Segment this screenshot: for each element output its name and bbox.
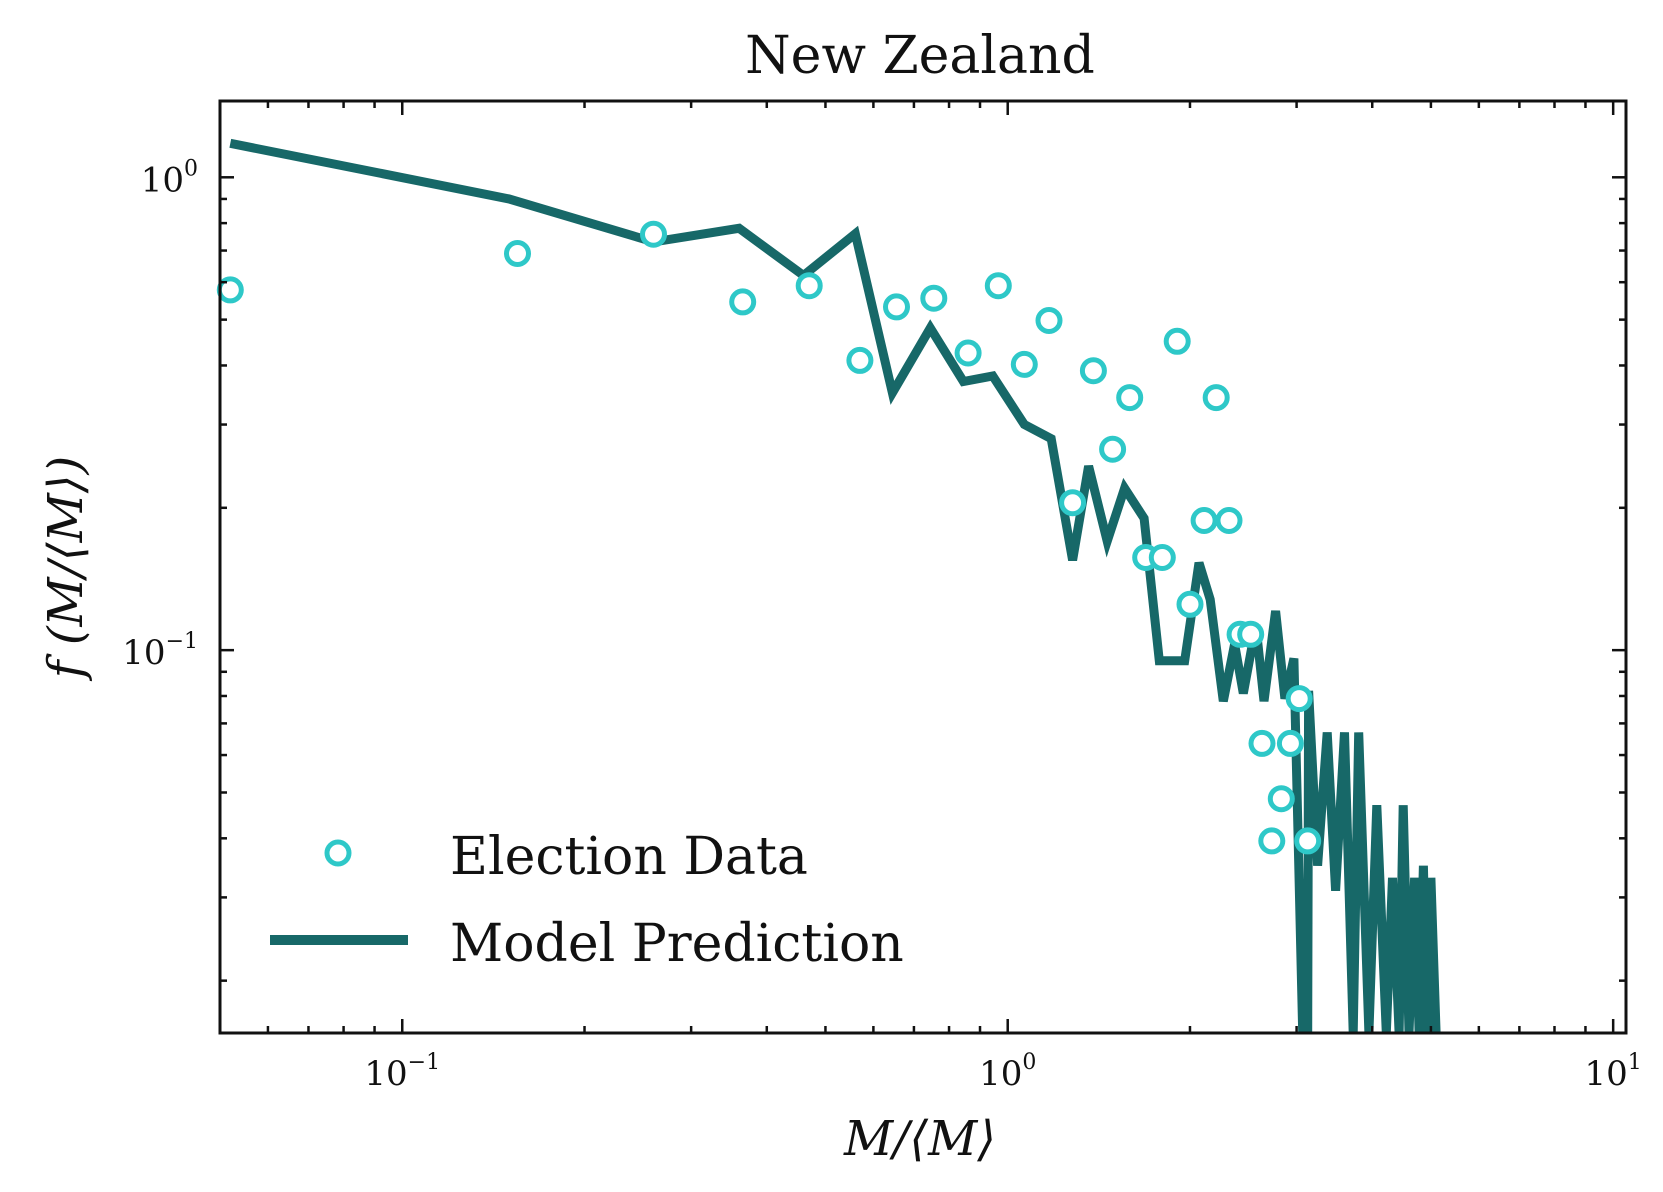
data-point: [1267, 785, 1295, 813]
data-point: [640, 220, 667, 248]
plot-area: [216, 138, 1441, 1033]
data-point: [1148, 544, 1176, 571]
data-point: [1294, 827, 1322, 855]
y-tick-label: 10−1: [122, 629, 198, 673]
data-point: [1258, 827, 1286, 855]
x-tick-label: 101: [1585, 1050, 1642, 1094]
data-point: [920, 284, 948, 312]
data-point: [1176, 590, 1204, 618]
data-point: [1035, 307, 1063, 334]
chart-title: New Zealand: [745, 26, 1095, 86]
data-point: [1248, 729, 1276, 757]
data-point: [795, 272, 823, 300]
x-axis-label: M/⟨M⟩: [843, 1111, 996, 1167]
data-point: [1163, 327, 1191, 355]
data-point: [1202, 384, 1230, 412]
data-point: [1079, 357, 1107, 385]
data-point: [954, 339, 982, 367]
data-point: [883, 293, 910, 321]
data-point: [1010, 350, 1038, 378]
data-point: [984, 272, 1012, 300]
x-tick-label: 10−1: [364, 1050, 440, 1094]
data-point: [729, 288, 757, 316]
y-tick-label: 100: [141, 156, 198, 200]
data-point: [1116, 384, 1144, 412]
x-tick-label: 100: [979, 1050, 1036, 1094]
data-point: [846, 346, 874, 374]
legend-label-model-prediction: Model Prediction: [450, 914, 904, 974]
y-axis-label: f (M/⟨M⟩): [38, 456, 94, 681]
data-point: [1285, 685, 1313, 713]
data-point: [1276, 729, 1304, 757]
data-point: [1059, 489, 1087, 517]
data-point: [1190, 507, 1218, 534]
legend: Election Data Model Prediction: [270, 827, 904, 974]
series-line-model-prediction: [229, 138, 1441, 1033]
data-point: [504, 240, 531, 267]
plot-frame: [218, 99, 1628, 1035]
legend-label-election-data: Election Data: [450, 827, 808, 887]
legend-marker-election-data: [324, 839, 352, 867]
data-point: [1237, 620, 1265, 648]
data-point: [1099, 435, 1127, 463]
data-point: [1215, 507, 1243, 534]
